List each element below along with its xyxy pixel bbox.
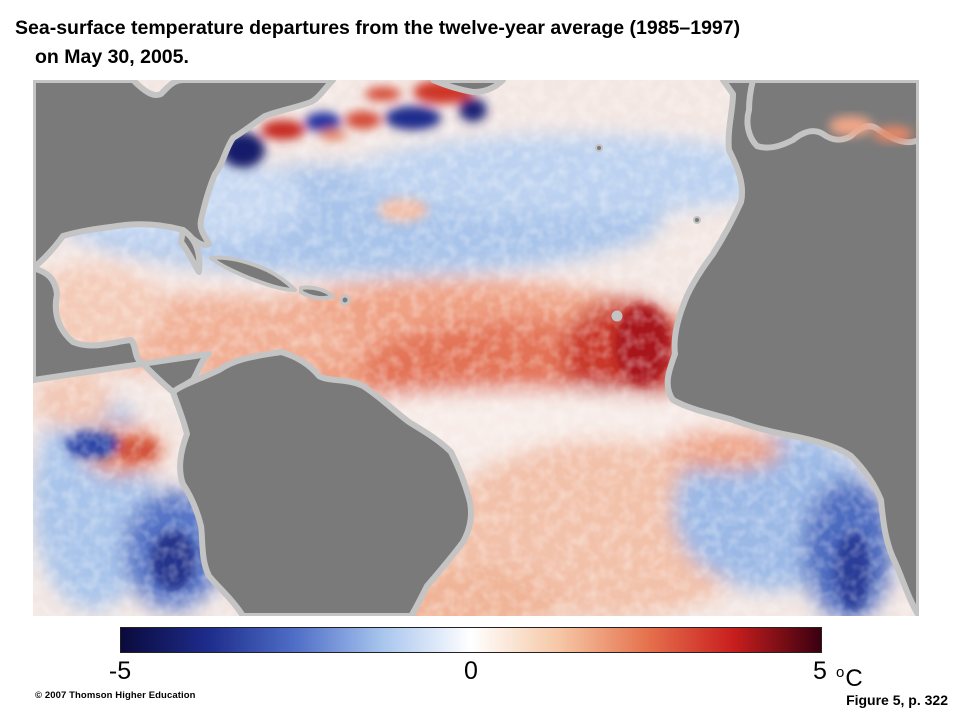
cuba-land	[209, 255, 297, 292]
florida-land	[178, 227, 203, 275]
puerto-rico-land	[339, 294, 351, 306]
copyright-notice: © 2007 Thomson Higher Education	[35, 690, 196, 701]
mediterranean-sea	[829, 116, 913, 142]
celsius-letter: C	[845, 665, 863, 692]
temperature-colorbar	[120, 627, 822, 653]
figure-title: Sea-surface temperature departures from …	[15, 14, 945, 72]
title-line-2: on May 30, 2005.	[35, 46, 189, 68]
map-canvas	[33, 80, 919, 616]
degree-symbol: o	[836, 664, 845, 681]
cape-verde-land	[611, 310, 623, 322]
south-america-land	[170, 349, 474, 616]
greenland-land	[430, 80, 506, 95]
figure-reference: Figure 5, p. 322	[846, 692, 948, 708]
hispaniola-land	[299, 285, 335, 301]
azores-land	[595, 144, 603, 152]
canary-islands-land	[693, 216, 701, 224]
africa-land	[664, 80, 919, 616]
colorbar-mid-label: 0	[464, 657, 478, 685]
colorbar-unit: oC	[836, 658, 863, 694]
colorbar-max-label: 5	[813, 657, 827, 685]
sst-anomaly-map	[33, 80, 919, 616]
north-america-land	[33, 80, 336, 271]
title-line-1: Sea-surface temperature departures from …	[15, 17, 741, 39]
landmasses	[33, 80, 919, 616]
gulf-stream-anomaly	[221, 80, 487, 168]
colorbar-min-label: -5	[108, 657, 132, 685]
